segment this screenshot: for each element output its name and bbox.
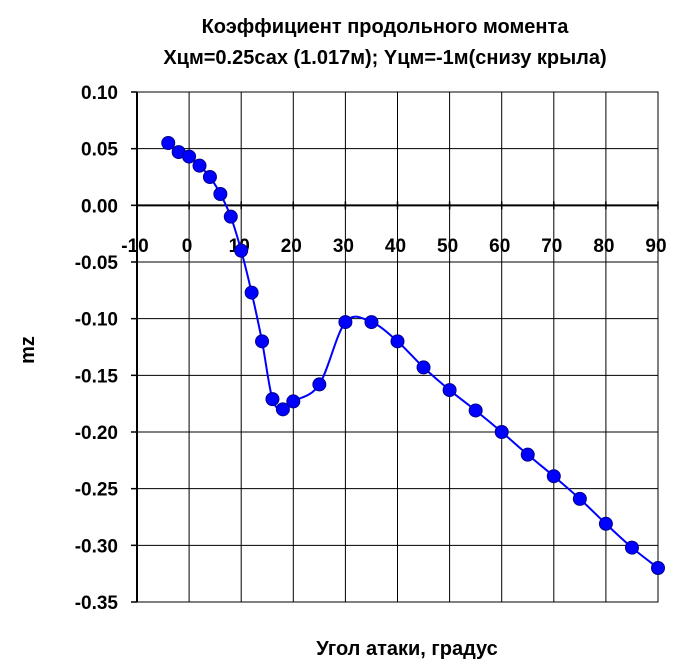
data-point	[223, 209, 238, 224]
axes	[131, 91, 659, 603]
data-point	[598, 516, 613, 531]
data-point	[624, 540, 639, 555]
data-point	[255, 334, 270, 349]
x-tick-label: 40	[385, 236, 406, 257]
data-point	[520, 447, 535, 462]
data-series	[161, 136, 665, 575]
data-point	[265, 392, 280, 407]
y-tick-label: 0.05	[81, 140, 118, 161]
x-tick-label: 20	[281, 236, 302, 257]
data-point	[416, 360, 431, 375]
x-tick-label: 50	[437, 236, 458, 257]
data-point	[572, 491, 587, 506]
data-point	[182, 149, 197, 164]
x-tick-labels: -100102030405060708090	[121, 236, 666, 257]
data-point	[244, 285, 259, 300]
y-tick-label: -0.20	[75, 423, 118, 444]
data-point	[161, 136, 176, 150]
data-point	[234, 243, 249, 258]
data-point	[275, 402, 290, 417]
y-axis-label: mz	[17, 336, 39, 364]
x-tick-label: 0	[182, 236, 193, 257]
y-tick-label: 0.00	[81, 196, 118, 217]
data-point	[442, 383, 457, 398]
data-point	[468, 403, 483, 418]
x-tick-label: 90	[645, 236, 666, 257]
data-point	[390, 334, 405, 349]
chart-subtitle: Xцм=0.25сах (1.017м); Yцм=-1м(снизу крыл…	[163, 47, 606, 69]
x-axis-label: Угол атаки, градус	[316, 638, 498, 660]
y-tick-label: 0.10	[81, 83, 118, 104]
y-tick-label: -0.35	[75, 593, 119, 614]
y-tick-label: -0.30	[75, 536, 118, 557]
x-tick-label: 70	[541, 236, 562, 257]
data-point	[213, 187, 228, 201]
x-tick-label: 80	[593, 236, 614, 257]
data-point	[546, 469, 561, 484]
chart-title: Коэффициент продольного момента	[202, 16, 570, 38]
data-point	[286, 394, 301, 409]
x-tick-label: 60	[489, 236, 510, 257]
y-tick-label: -0.25	[75, 480, 119, 501]
y-tick-label: -0.10	[75, 310, 118, 331]
data-point	[651, 561, 665, 575]
x-tick-label: -10	[121, 236, 148, 257]
data-point	[364, 315, 379, 330]
data-point	[202, 170, 217, 184]
data-point	[192, 158, 207, 173]
x-tick-label: 30	[333, 236, 354, 257]
y-tick-label: -0.15	[75, 366, 119, 387]
data-point	[312, 377, 327, 392]
y-tick-label: -0.05	[75, 253, 119, 274]
y-tick-labels: 0.10 0.05 0.00 -0.05 -0.10 -0.15 -0.20 -0.25 -0.…	[75, 83, 119, 614]
data-point	[338, 315, 353, 330]
data-point	[494, 425, 509, 439]
